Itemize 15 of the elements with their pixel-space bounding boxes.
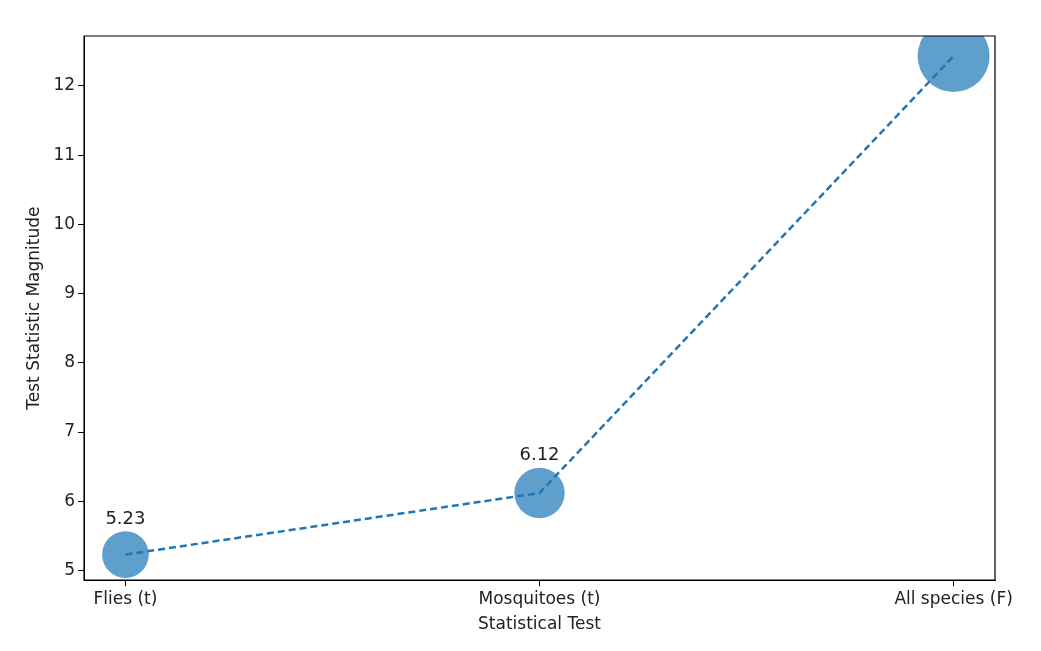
- x-tick-label: All species (F): [894, 587, 1013, 608]
- x-tick-label: Mosquitoes (t): [478, 587, 601, 608]
- y-tick-label: 8: [64, 351, 76, 372]
- data-label: 6.12: [519, 443, 560, 465]
- y-tick-label: 5: [64, 558, 76, 579]
- x-tick-label: Flies (t): [93, 587, 158, 608]
- y-tick-label: 9: [64, 281, 76, 302]
- y-axis-title: Test Statistic Magnitude: [22, 206, 43, 411]
- y-tick-label: 10: [53, 212, 76, 233]
- y-tick-label: 12: [53, 74, 76, 95]
- y-tick-label: 11: [53, 143, 76, 164]
- data-label: 5.23: [105, 506, 146, 528]
- y-tick-label: 7: [64, 420, 76, 441]
- y-tick-label: 6: [64, 489, 76, 510]
- x-axis-title: Statistical Test: [478, 613, 602, 634]
